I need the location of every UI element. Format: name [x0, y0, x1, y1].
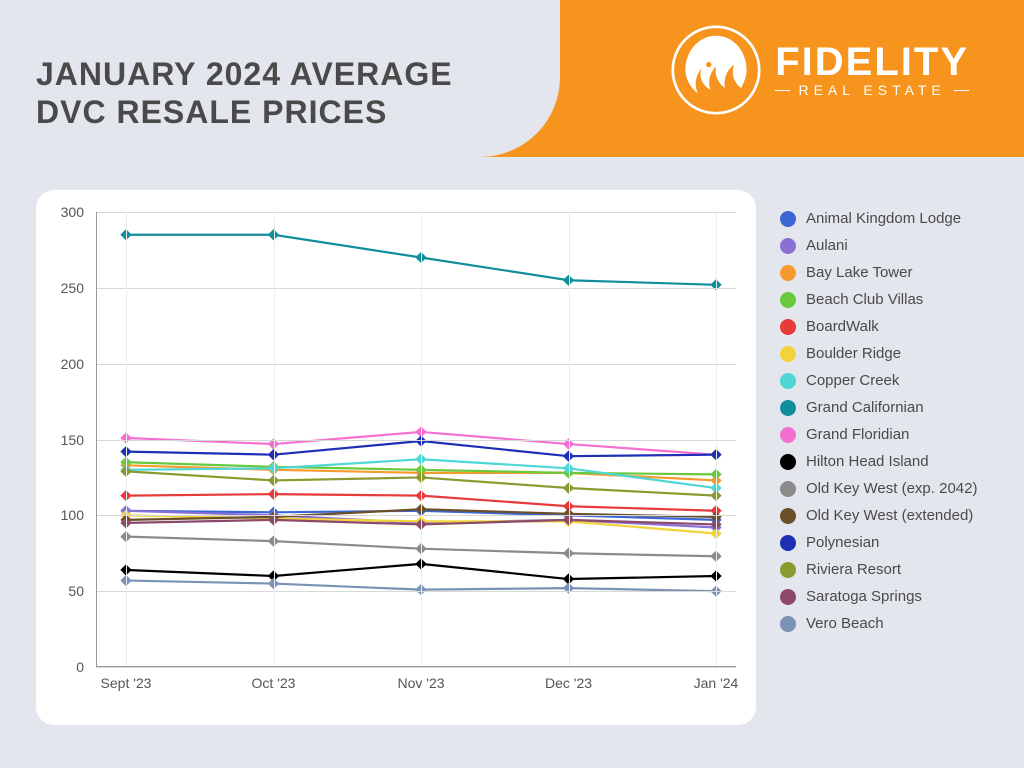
- gridline-h: [96, 212, 736, 213]
- legend-label: Animal Kingdom Lodge: [806, 210, 961, 227]
- x-tick-label: Dec '23: [545, 675, 592, 691]
- y-tick-label: 50: [68, 583, 84, 599]
- legend-item: Riviera Resort: [780, 561, 1010, 578]
- gridline-h: [96, 667, 736, 668]
- legend: Animal Kingdom Lodge Aulani Bay Lake Tower…: [780, 210, 1010, 642]
- legend-label: Polynesian: [806, 534, 879, 551]
- legend-label: Grand Floridian: [806, 426, 909, 443]
- legend-item: Aulani: [780, 237, 1010, 254]
- legend-swatch: [780, 562, 796, 578]
- y-tick-label: 250: [61, 280, 84, 296]
- legend-label: Bay Lake Tower: [806, 264, 912, 281]
- y-tick-label: 200: [61, 356, 84, 372]
- gridline-h: [96, 591, 736, 592]
- legend-label: BoardWalk: [806, 318, 879, 335]
- legend-swatch: [780, 373, 796, 389]
- y-tick-label: 150: [61, 432, 84, 448]
- gridline-h: [96, 440, 736, 441]
- legend-swatch: [780, 508, 796, 524]
- gridline-v: [716, 212, 717, 667]
- legend-swatch: [780, 346, 796, 362]
- legend-label: Aulani: [806, 237, 848, 254]
- legend-label: Old Key West (exp. 2042): [806, 480, 977, 497]
- legend-item: Old Key West (exp. 2042): [780, 480, 1010, 497]
- legend-swatch: [780, 535, 796, 551]
- brand-logo: FIDELITY REAL ESTATE: [671, 25, 969, 115]
- legend-item: Grand Floridian: [780, 426, 1010, 443]
- legend-swatch: [780, 400, 796, 416]
- legend-item: Copper Creek: [780, 372, 1010, 389]
- title-line-2: DVC RESALE PRICES: [36, 93, 453, 131]
- legend-swatch: [780, 616, 796, 632]
- legend-item: Vero Beach: [780, 615, 1010, 632]
- legend-item: Polynesian: [780, 534, 1010, 551]
- gridline-h: [96, 364, 736, 365]
- x-tick-label: Oct '23: [252, 675, 296, 691]
- legend-item: Bay Lake Tower: [780, 264, 1010, 281]
- page-title: JANUARY 2024 AVERAGE DVC RESALE PRICES: [36, 55, 453, 132]
- legend-label: Old Key West (extended): [806, 507, 973, 524]
- gridline-h: [96, 515, 736, 516]
- legend-item: Saratoga Springs: [780, 588, 1010, 605]
- y-axis-labels: 050100150200250300: [36, 212, 90, 667]
- y-tick-label: 0: [76, 659, 84, 675]
- brand-text: FIDELITY REAL ESTATE: [775, 42, 969, 98]
- legend-label: Vero Beach: [806, 615, 884, 632]
- y-tick-label: 300: [61, 204, 84, 220]
- gridline-v: [274, 212, 275, 667]
- legend-label: Riviera Resort: [806, 561, 901, 578]
- legend-swatch: [780, 211, 796, 227]
- gridline-h: [96, 288, 736, 289]
- legend-swatch: [780, 238, 796, 254]
- gridline-v: [569, 212, 570, 667]
- legend-item: BoardWalk: [780, 318, 1010, 335]
- brand-subtitle: REAL ESTATE: [775, 82, 969, 98]
- legend-label: Hilton Head Island: [806, 453, 929, 470]
- legend-swatch: [780, 292, 796, 308]
- plot-area: [96, 212, 736, 667]
- gridline-v: [126, 212, 127, 667]
- gridline-v: [421, 212, 422, 667]
- lion-icon: [671, 25, 761, 115]
- legend-item: Animal Kingdom Lodge: [780, 210, 1010, 227]
- title-line-1: JANUARY 2024 AVERAGE: [36, 55, 453, 93]
- legend-label: Saratoga Springs: [806, 588, 922, 605]
- brand-name: FIDELITY: [775, 42, 969, 82]
- legend-swatch: [780, 265, 796, 281]
- legend-swatch: [780, 427, 796, 443]
- x-axis-labels: Sept '23 Oct '23 Nov '23 Dec '23 Jan '24: [96, 675, 736, 705]
- legend-swatch: [780, 589, 796, 605]
- legend-swatch: [780, 454, 796, 470]
- chart-card: 0 50 100 150 200 250 300 Sept '23 Oct '23 Nov '2…: [36, 190, 756, 725]
- legend-item: Old Key West (extended): [780, 507, 1010, 524]
- legend-label: Beach Club Villas: [806, 291, 923, 308]
- y-tick-label: 100: [61, 507, 84, 523]
- legend-item: Grand Californian: [780, 399, 1010, 416]
- legend-item: Beach Club Villas: [780, 291, 1010, 308]
- x-tick-label: Nov '23: [397, 675, 444, 691]
- legend-label: Boulder Ridge: [806, 345, 901, 362]
- x-tick-label: Jan '24: [694, 675, 739, 691]
- legend-label: Grand Californian: [806, 399, 924, 416]
- legend-label: Copper Creek: [806, 372, 899, 389]
- legend-swatch: [780, 319, 796, 335]
- legend-swatch: [780, 481, 796, 497]
- x-tick-label: Sept '23: [101, 675, 152, 691]
- legend-item: Boulder Ridge: [780, 345, 1010, 362]
- legend-item: Hilton Head Island: [780, 453, 1010, 470]
